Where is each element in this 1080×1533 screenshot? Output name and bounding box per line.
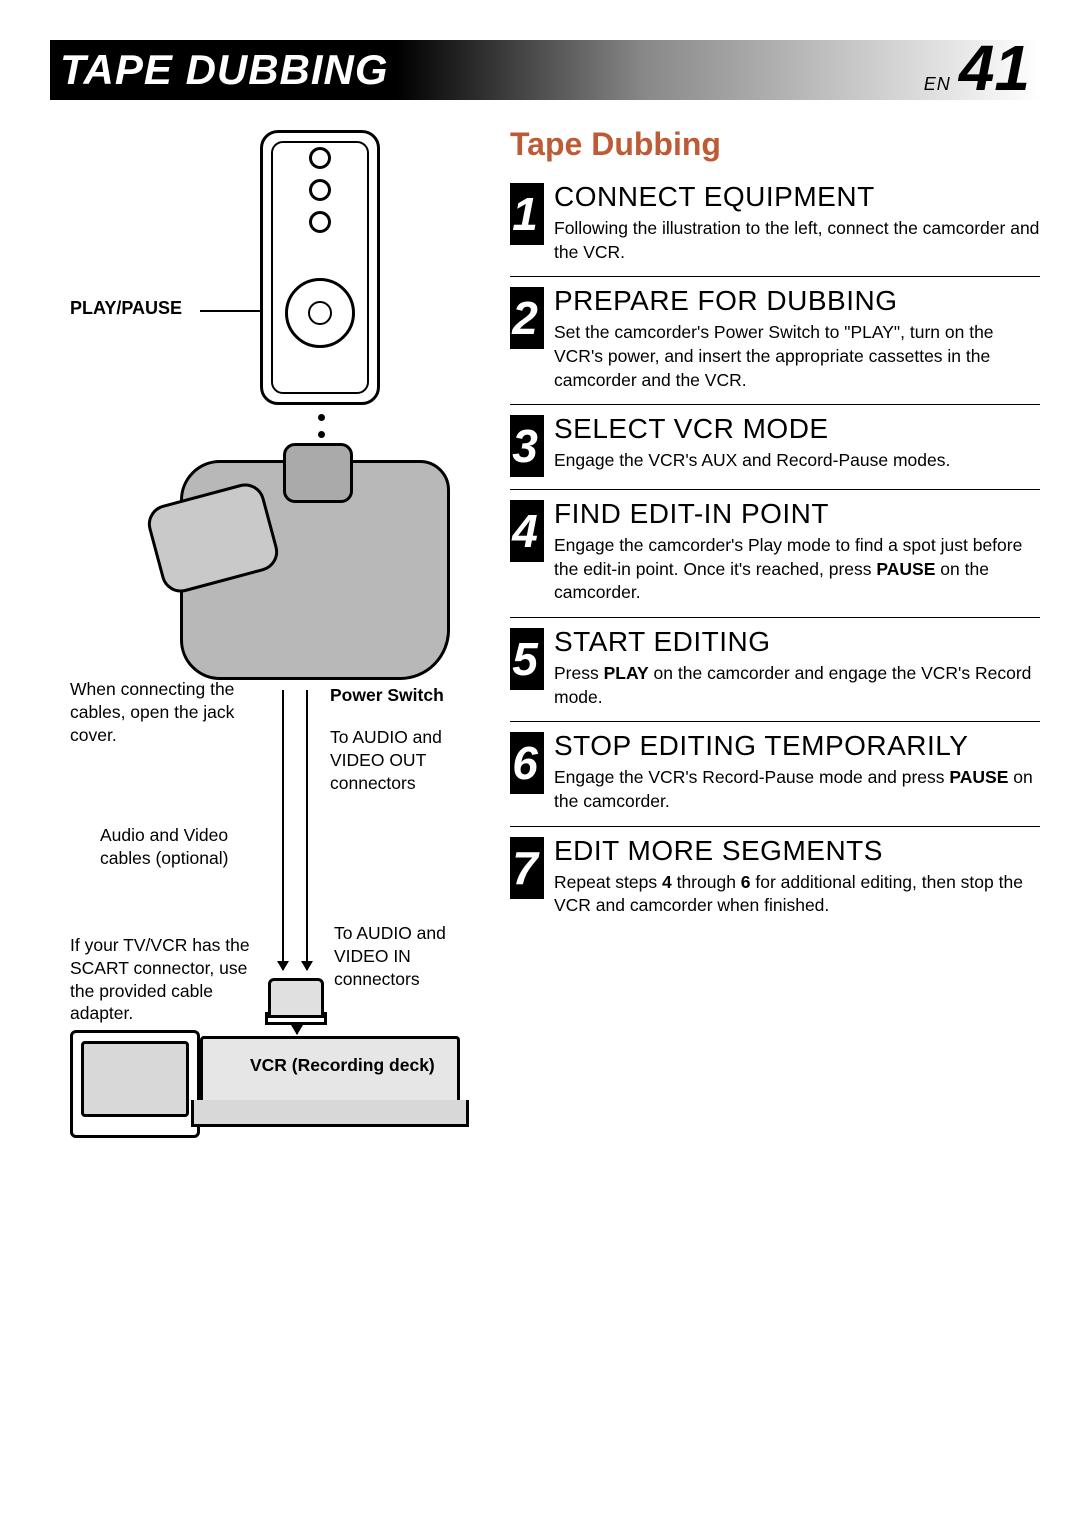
arrow-to-vcr	[296, 1022, 298, 1034]
step-title: STOP EDITING TEMPORARILY	[554, 730, 1040, 762]
label-audio-video-out: To AUDIO and VIDEO OUT connectors	[330, 726, 480, 794]
step-1: 1 CONNECT EQUIPMENT Following the illust…	[510, 181, 1040, 277]
step-divider	[510, 617, 1040, 618]
step-title: CONNECT EQUIPMENT	[554, 181, 1040, 213]
tv-illustration	[70, 1030, 200, 1138]
steps-column: Tape Dubbing 1 CONNECT EQUIPMENT Followi…	[510, 120, 1040, 1190]
step-body: Engage the VCR's Record-Pause mode and p…	[554, 766, 1040, 813]
cable-line-left	[282, 690, 284, 970]
step-3: 3 SELECT VCR MODE Engage the VCR's AUX a…	[510, 413, 1040, 490]
label-vcr: VCR (Recording deck)	[250, 1054, 435, 1077]
label-power-switch: Power Switch	[330, 684, 444, 707]
step-number-badge: 7	[510, 837, 544, 899]
step-number-badge: 4	[510, 500, 544, 562]
step-title: FIND EDIT-IN POINT	[554, 498, 1040, 530]
step-title: PREPARE FOR DUBBING	[554, 285, 1040, 317]
page-number-block: EN 41	[924, 36, 1040, 100]
step-divider	[510, 404, 1040, 405]
step-body: Engage the VCR's AUX and Record-Pause mo…	[554, 449, 1040, 473]
page-lang: EN	[924, 74, 951, 95]
step-body: Repeat steps 4 through 6 for additional …	[554, 871, 1040, 918]
step-5: 5 START EDITING Press PLAY on the camcor…	[510, 626, 1040, 722]
step-body: Press PLAY on the camcorder and engage t…	[554, 662, 1040, 709]
diagram-column: PLAY/PAUSE When connecting the cables, o…	[50, 120, 470, 1190]
step-divider	[510, 489, 1040, 490]
scart-adapter-illustration	[268, 978, 324, 1018]
step-6: 6 STOP EDITING TEMPORARILY Engage the VC…	[510, 730, 1040, 826]
step-title: EDIT MORE SEGMENTS	[554, 835, 1040, 867]
step-4: 4 FIND EDIT-IN POINT Engage the camcorde…	[510, 498, 1040, 618]
step-number-badge: 2	[510, 287, 544, 349]
step-number-badge: 1	[510, 183, 544, 245]
label-av-cables: Audio and Video cables (optional)	[100, 824, 270, 870]
connection-diagram: PLAY/PAUSE When connecting the cables, o…	[50, 130, 470, 1190]
step-number-badge: 3	[510, 415, 544, 477]
label-audio-video-in: To AUDIO and VIDEO IN connectors	[334, 922, 484, 990]
page-header: TAPE DUBBING EN 41	[50, 40, 1040, 100]
step-divider	[510, 276, 1040, 277]
label-scart-note: If your TV/VCR has the SCART connector, …	[70, 934, 270, 1025]
label-open-jack-cover: When connecting the cables, open the jac…	[70, 678, 270, 746]
steps-list: 1 CONNECT EQUIPMENT Following the illust…	[510, 181, 1040, 918]
step-divider	[510, 721, 1040, 722]
step-divider	[510, 826, 1040, 827]
page-number: 41	[959, 36, 1030, 100]
camcorder-illustration	[180, 460, 450, 680]
step-2: 2 PREPARE FOR DUBBING Set the camcorder'…	[510, 285, 1040, 405]
step-title: START EDITING	[554, 626, 1040, 658]
step-number-badge: 5	[510, 628, 544, 690]
header-title: TAPE DUBBING	[50, 40, 389, 100]
cable-line-right	[306, 690, 308, 970]
step-7: 7 EDIT MORE SEGMENTS Repeat steps 4 thro…	[510, 835, 1040, 918]
label-play-pause: PLAY/PAUSE	[70, 298, 182, 319]
section-title: Tape Dubbing	[510, 126, 1040, 163]
step-title: SELECT VCR MODE	[554, 413, 1040, 445]
step-body: Set the camcorder's Power Switch to "PLA…	[554, 321, 1040, 392]
step-number-badge: 6	[510, 732, 544, 794]
step-body: Engage the camcorder's Play mode to find…	[554, 534, 1040, 605]
step-body: Following the illustration to the left, …	[554, 217, 1040, 264]
remote-illustration	[260, 130, 380, 405]
